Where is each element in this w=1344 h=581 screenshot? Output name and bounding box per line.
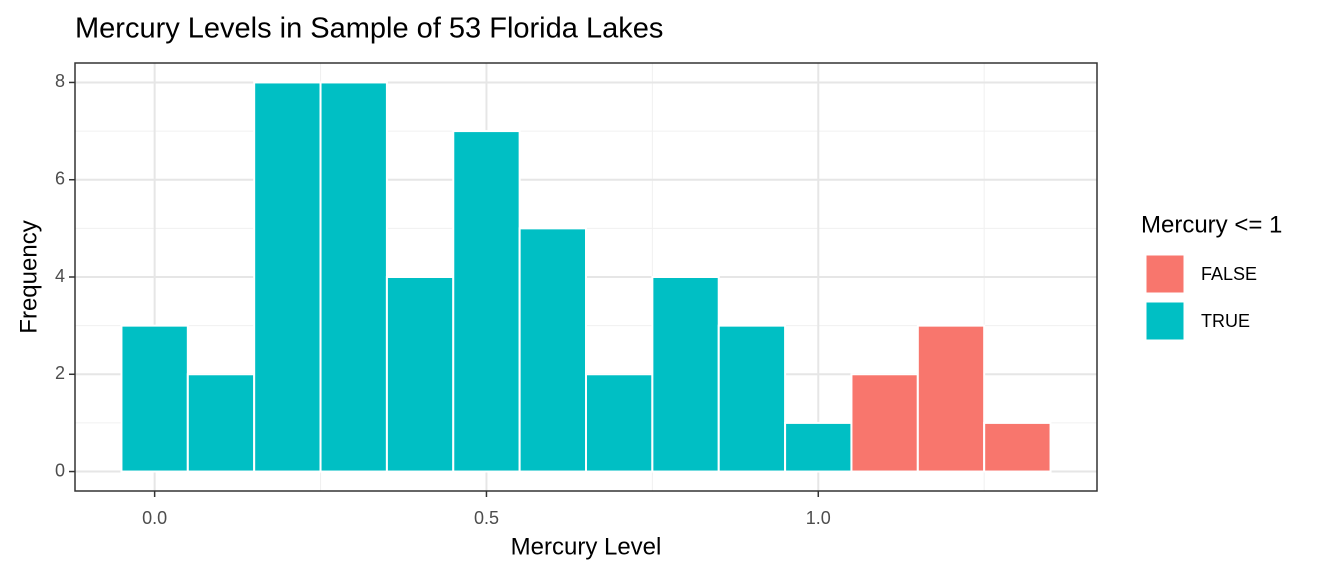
bar <box>253 81 322 473</box>
legend-title: Mercury <= 1 <box>1141 211 1282 238</box>
y-axis-label: Frequency <box>15 220 42 333</box>
x-tick-label: 1.0 <box>806 508 831 528</box>
y-tick-label: 8 <box>55 71 65 91</box>
bar <box>120 324 189 473</box>
x-tick-label: 0.5 <box>474 508 499 528</box>
bar <box>585 373 654 473</box>
y-tick-label: 6 <box>55 168 65 188</box>
x-axis-label: Mercury Level <box>511 533 662 560</box>
panel-border <box>74 62 1098 492</box>
y-tick-label: 4 <box>55 266 65 286</box>
legend-label: TRUE <box>1201 311 1250 331</box>
bar <box>186 373 256 473</box>
bar <box>385 276 455 473</box>
bar <box>784 421 853 473</box>
legend-label: FALSE <box>1201 264 1257 284</box>
bar <box>452 130 521 473</box>
bar <box>319 81 388 473</box>
bar <box>518 227 587 473</box>
chart-title: Mercury Levels in Sample of 53 Florida L… <box>75 13 663 45</box>
y-tick-label: 2 <box>55 363 65 383</box>
legend-key <box>1145 301 1185 341</box>
x-tick-label: 0.0 <box>142 508 167 528</box>
bar <box>983 421 1052 473</box>
bar <box>717 324 787 473</box>
bar <box>916 324 986 473</box>
legend-key <box>1145 254 1185 294</box>
y-tick-label: 0 <box>55 460 65 480</box>
bar <box>651 276 720 473</box>
bar <box>850 373 919 473</box>
